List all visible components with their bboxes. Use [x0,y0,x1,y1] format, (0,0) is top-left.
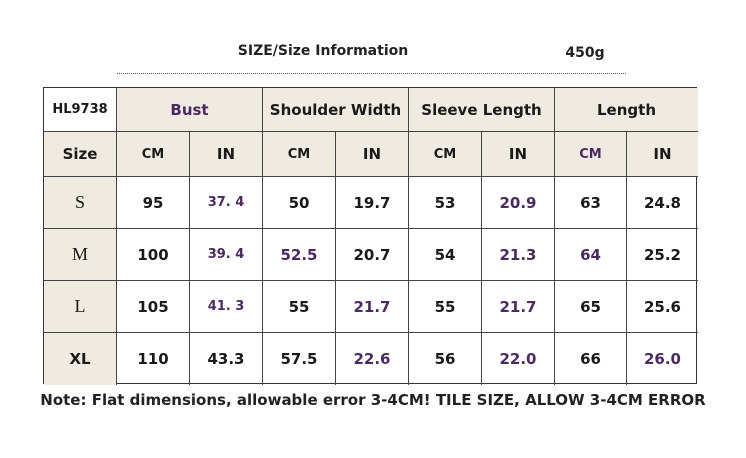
measure-cell: 64 [555,229,627,281]
unit-header: CM [117,132,190,177]
unit-header: CM [263,132,336,177]
measure-cell: 52.5 [263,229,336,281]
unit-header: IN [627,132,698,177]
measure-cell: 26.0 [643,350,681,368]
measure-cell: 24.8 [627,177,698,229]
measure-cell: 50 [263,177,336,229]
size-table: HL9738 Bust Shoulder Width Sleeve Length Len… [43,87,698,385]
title: SIZE/Size Information [237,43,409,59]
measure-cell: 21.3 [482,229,555,281]
size-label: M [44,229,117,281]
unit-header: CM [555,132,627,177]
measure-cell: 95 [117,177,190,229]
model-cell: HL9738 [44,88,117,132]
measure-cell: 20.7 [336,229,409,281]
measure-cell: 56 [409,333,482,385]
group-header: Shoulder Width [263,88,409,132]
group-header: Sleeve Length [409,88,555,132]
group-header: Length [555,88,698,132]
measure-cell: 54 [409,229,482,281]
measure-cell: 105 [117,281,190,333]
measure-cell: 53 [409,177,482,229]
group-header: Bust [117,88,263,132]
measure-cell: 100 [117,229,190,281]
size-label: S [44,177,117,229]
measure-cell: 20.9 [482,177,555,229]
measure-cell: 43.3 [190,333,263,385]
measure-cell: 65 [555,281,627,333]
divider [117,73,626,74]
measure-cell: 39. 4 [190,229,263,281]
measure-cell: 66 [555,333,627,385]
measure-cell: 55 [263,281,336,333]
measure-cell: 41. 3 [190,281,263,333]
measure-cell: 63 [555,177,627,229]
measure-cell: 37. 4 [190,177,263,229]
measure-cell: 21.7 [336,281,409,333]
unit-header: CM [409,132,482,177]
size-header: Size [44,132,117,177]
measure-cell: 25.2 [627,229,698,281]
measure-cell: 21.7 [482,281,555,333]
measure-cell: 22.0 [482,333,555,385]
measure-cell: 25.6 [627,281,698,333]
size-label: L [44,281,117,333]
note: Note: Flat dimensions, allowable error 3… [40,391,706,409]
measure-cell: 22.6 [336,333,409,385]
size-label: XL [44,333,117,385]
measure-cell: 19.7 [336,177,409,229]
weight: 450g [565,45,605,61]
unit-header: IN [482,132,555,177]
unit-header: IN [190,132,263,177]
measure-cell: 57.5 [263,333,336,385]
unit-header: IN [336,132,409,177]
measure-cell: 110 [117,333,190,385]
measure-cell: 55 [409,281,482,333]
